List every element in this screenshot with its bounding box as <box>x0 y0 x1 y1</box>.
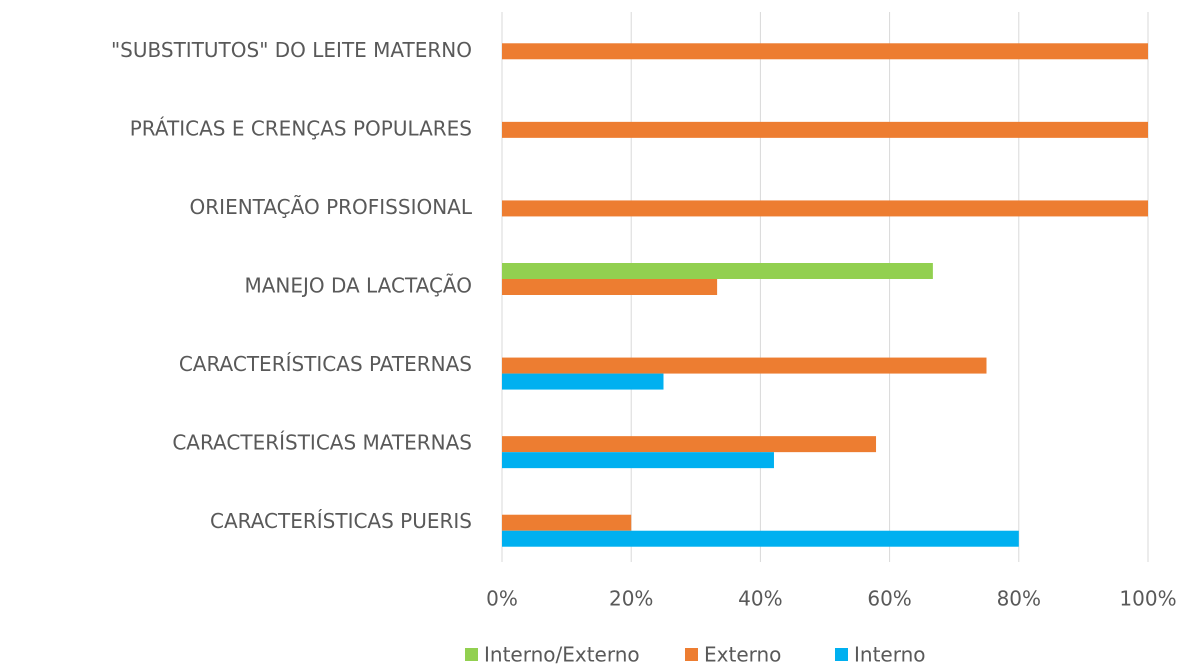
x-tick-label: 60% <box>867 587 911 611</box>
x-tick-label: 20% <box>609 587 653 611</box>
y-tick-label: CARACTERÍSTICAS PATERNAS <box>179 352 472 376</box>
legend-swatch <box>685 648 698 661</box>
legend-label: Interno <box>854 643 926 667</box>
bar <box>502 357 987 374</box>
y-tick-label: PRÁTICAS E CRENÇAS POPULARES <box>130 116 472 140</box>
x-tick-label: 40% <box>738 587 782 611</box>
bar <box>502 43 1148 60</box>
legend-label: Interno/Externo <box>484 643 640 667</box>
bar <box>502 514 632 531</box>
bar <box>502 263 933 279</box>
x-tick-label: 0% <box>486 587 518 611</box>
y-tick-label: MANEJO DA LACTAÇÃO <box>244 274 472 298</box>
bar <box>502 279 718 295</box>
legend-swatch <box>835 648 848 661</box>
bar <box>502 200 1148 217</box>
y-tick-label: "SUBSTITUTOS" DO LEITE MATERNO <box>111 38 472 62</box>
x-tick-label: 100% <box>1119 587 1176 611</box>
y-tick-label: CARACTERÍSTICAS MATERNAS <box>172 431 472 455</box>
bar <box>502 436 877 453</box>
legend-label: Externo <box>704 643 781 667</box>
y-tick-label: CARACTERÍSTICAS PUERIS <box>210 509 472 533</box>
bar <box>502 121 1148 138</box>
y-tick-label: ORIENTAÇÃO PROFISSIONAL <box>190 195 473 219</box>
legend-swatch <box>465 648 478 661</box>
bar <box>502 530 1019 547</box>
bar <box>502 373 664 390</box>
x-tick-label: 80% <box>997 587 1041 611</box>
bar <box>502 452 774 469</box>
